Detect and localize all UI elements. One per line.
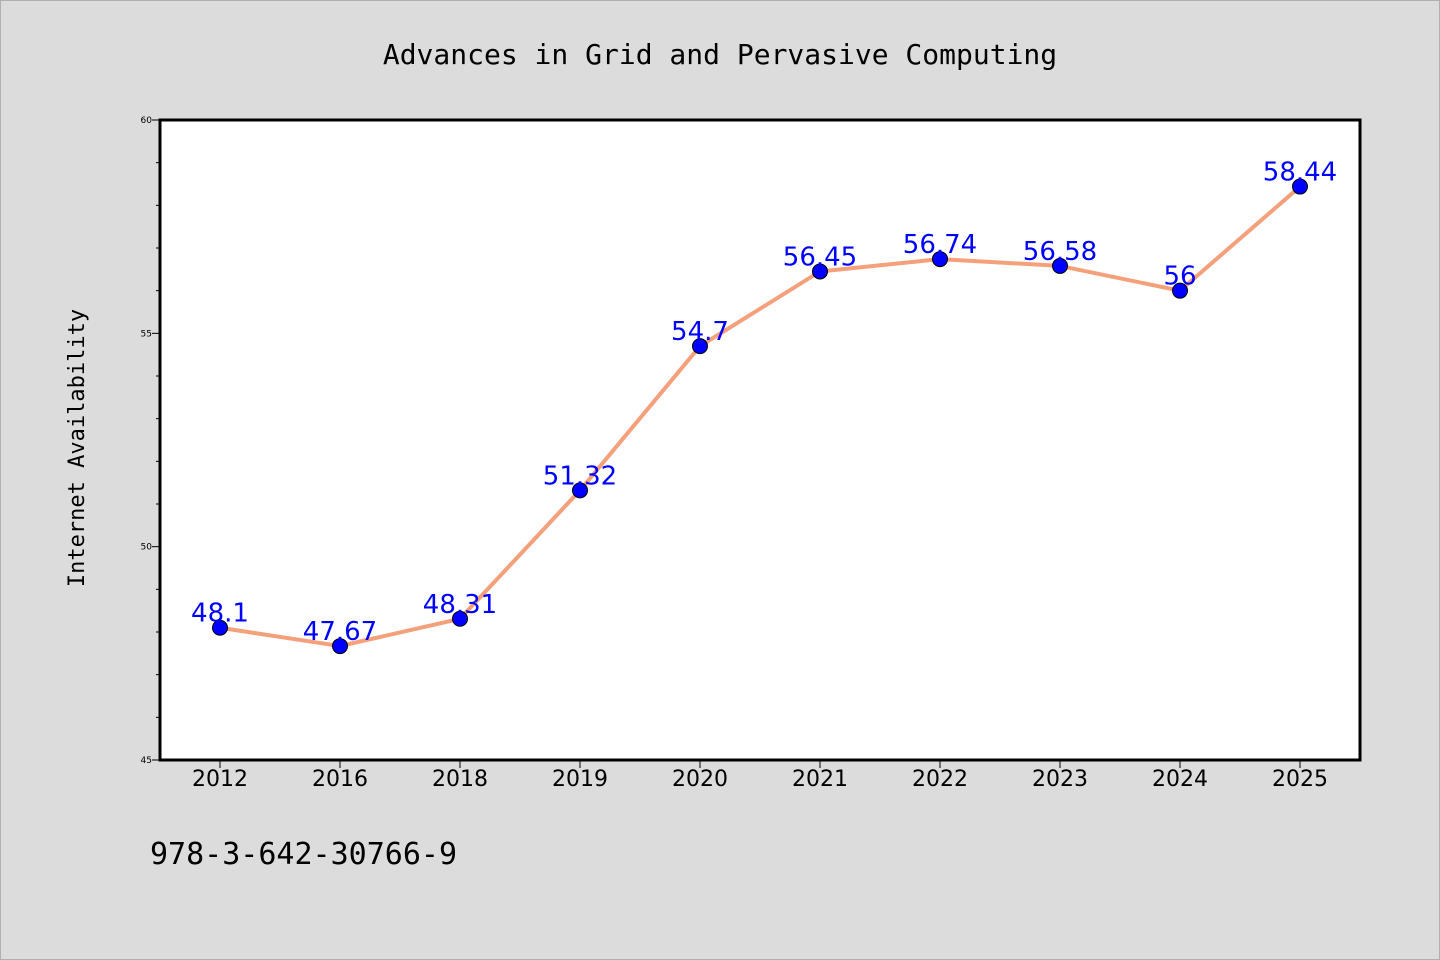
data-label: 48.31 <box>423 590 497 620</box>
data-label: 48.1 <box>191 599 249 629</box>
data-point <box>212 619 228 636</box>
data-point <box>452 610 468 627</box>
data-label: 56.74 <box>903 230 977 260</box>
data-point <box>1172 282 1188 299</box>
data-label: 58.44 <box>1263 158 1337 188</box>
y-tick-label: 55 <box>141 329 152 339</box>
x-tick-label: 2019 <box>552 767 608 792</box>
y-axis: 45 50 55 60 <box>141 116 160 766</box>
x-tick-label: 2025 <box>1272 767 1328 792</box>
x-tick-label: 2023 <box>1032 767 1088 792</box>
x-tick-label: 2012 <box>192 767 248 792</box>
data-point <box>812 263 828 280</box>
x-tick-label: 2016 <box>312 767 368 792</box>
y-axis-label: Internet Availability <box>65 309 90 587</box>
chart-title: Advances in Grid and Pervasive Computing <box>383 38 1057 71</box>
series <box>212 178 1308 655</box>
x-tick-label: 2021 <box>792 767 848 792</box>
data-label: 54.7 <box>671 317 729 347</box>
x-tick-label: 2022 <box>912 767 968 792</box>
data-point <box>572 482 588 499</box>
footer-isbn: 978-3-642-30766-9 <box>150 837 457 872</box>
x-tick-label: 2018 <box>432 767 488 792</box>
data-labels: 48.1 47.67 48.31 51.32 54.7 56.45 56.74 56.58 56… <box>191 158 1337 648</box>
data-label: 51.32 <box>543 461 617 491</box>
y-tick-label: 60 <box>141 116 153 126</box>
y-tick-label: 50 <box>141 543 153 553</box>
plot-area <box>158 118 1362 762</box>
data-point <box>932 251 948 268</box>
y-tick-label: 45 <box>141 756 152 766</box>
data-point <box>1292 178 1308 195</box>
x-tick-label: 2024 <box>1152 767 1208 792</box>
data-label: 47.67 <box>303 617 377 647</box>
data-label: 56 <box>1163 262 1196 292</box>
data-point <box>692 338 708 355</box>
x-tick-label: 2020 <box>672 767 728 792</box>
data-point <box>1052 257 1068 274</box>
data-label: 56.45 <box>783 242 857 272</box>
data-point <box>332 638 348 655</box>
x-axis: 2012 2016 2018 2019 2020 2021 2022 2023 2024 2025 <box>192 760 1328 792</box>
data-label: 56.58 <box>1023 237 1097 267</box>
series-line <box>218 184 1302 649</box>
